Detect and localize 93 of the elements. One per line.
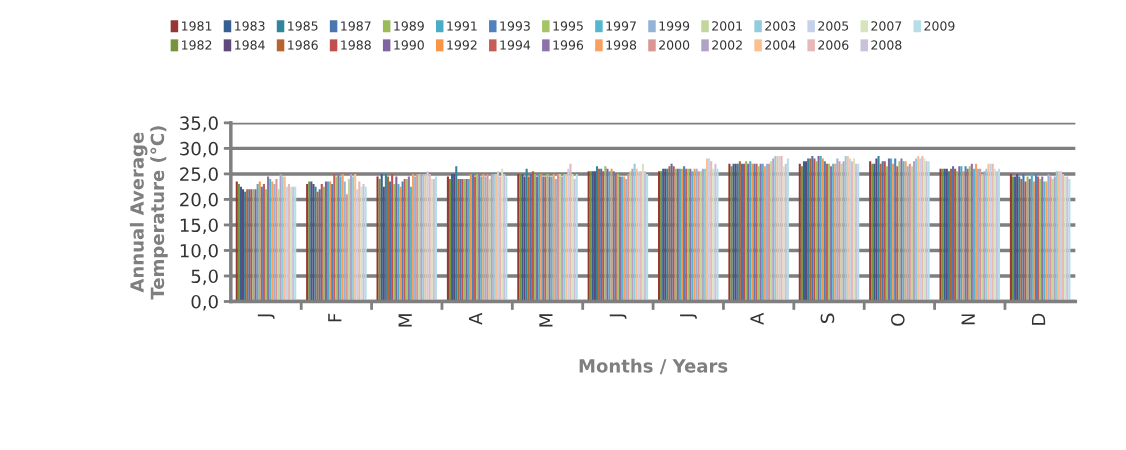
- legend-label: 1981: [182, 21, 212, 31]
- y-tick-label: 0,0: [191, 294, 218, 311]
- bar: [389, 181, 392, 302]
- bar: [499, 176, 502, 302]
- legend-label: 1987: [341, 21, 371, 31]
- bar: [1032, 181, 1035, 302]
- x-tick-label: N: [961, 314, 975, 325]
- bar: [567, 168, 570, 302]
- legend-label: 1995: [553, 21, 583, 31]
- legend-label: 1986: [288, 40, 318, 50]
- bar: [712, 168, 715, 302]
- bar: [277, 189, 280, 302]
- bar: [488, 179, 491, 302]
- x-tick-label: A: [468, 312, 483, 325]
- bar: [575, 173, 578, 302]
- x-axis-title: Months / Years: [579, 358, 728, 375]
- legend-label: 1999: [659, 21, 690, 31]
- legend-label: 2002: [712, 40, 742, 50]
- legend-label: 2000: [659, 40, 690, 50]
- bar: [962, 171, 965, 302]
- bar: [264, 189, 268, 302]
- legend-label: 2005: [818, 21, 849, 31]
- legend-label: 1990: [394, 40, 424, 50]
- bar: [972, 168, 975, 302]
- x-tick-label: O: [890, 313, 905, 326]
- bar: [633, 163, 636, 302]
- bar: [347, 179, 350, 302]
- bar: [974, 163, 978, 302]
- legend-label: 1998: [606, 40, 637, 50]
- x-tick-label: F: [328, 313, 342, 322]
- bar: [356, 189, 359, 302]
- legend-label: 1988: [341, 40, 371, 50]
- legend-label: 1985: [288, 21, 318, 31]
- bar: [345, 194, 348, 302]
- bar: [786, 158, 789, 302]
- bar: [501, 168, 504, 302]
- bar: [395, 176, 398, 302]
- bar: [380, 173, 383, 302]
- bar: [455, 166, 458, 302]
- x-tick-label: A: [750, 312, 764, 325]
- bar: [716, 168, 719, 302]
- legend-label: 2004: [765, 40, 796, 50]
- bar: [894, 158, 897, 302]
- legend-label: 1992: [447, 40, 477, 50]
- bar: [525, 168, 528, 302]
- bar: [358, 181, 361, 302]
- bar: [1024, 181, 1027, 302]
- bar: [391, 173, 394, 302]
- bar: [554, 179, 557, 302]
- x-tick-label: J: [257, 314, 275, 319]
- legend-label: 2006: [818, 40, 849, 50]
- x-tick-label: D: [1031, 313, 1046, 325]
- x-tick-label: J: [680, 314, 697, 319]
- y-tick-label: 20,0: [180, 192, 218, 209]
- y-axis-title: Annual Average Temperature (°C): [129, 126, 168, 300]
- legend-label: 1989: [394, 21, 424, 31]
- bar: [382, 186, 385, 302]
- y-tick-label: 35,0: [180, 116, 218, 132]
- legend-label: 1991: [447, 21, 477, 31]
- bar: [569, 163, 572, 302]
- legend-label: 2003: [765, 21, 796, 31]
- legend-label: 1994: [500, 40, 531, 50]
- y-tick-label: 15,0: [180, 218, 218, 234]
- y-tick-label: 10,0: [180, 243, 218, 260]
- legend-label: 2009: [924, 21, 955, 31]
- legend-label: 1983: [235, 21, 265, 31]
- y-tick-label: 25,0: [180, 167, 218, 183]
- legend-label: 2001: [712, 21, 742, 31]
- y-tick-label: 30,0: [180, 141, 218, 158]
- legend-label: 2008: [871, 40, 902, 50]
- legend-label: 1982: [182, 40, 212, 50]
- bar: [714, 163, 717, 302]
- x-tick-label: M: [539, 314, 553, 327]
- x-tick-label: J: [609, 314, 627, 319]
- bar: [641, 163, 644, 302]
- bar: [892, 163, 895, 302]
- bar: [343, 181, 346, 302]
- bar: [1030, 173, 1033, 302]
- legend-label: 1996: [553, 40, 584, 50]
- bar: [885, 166, 888, 302]
- bar: [896, 166, 899, 302]
- bar: [409, 186, 412, 302]
- bar: [275, 179, 278, 302]
- legend-label: 1984: [235, 40, 265, 50]
- legend-label: 1993: [500, 21, 530, 31]
- y-tick-label: 5,0: [191, 269, 218, 285]
- x-tick-label: M: [398, 314, 412, 327]
- bar: [393, 184, 396, 302]
- legend-label: 2007: [871, 21, 902, 31]
- bar: [573, 179, 576, 302]
- bar: [1022, 173, 1025, 302]
- legend-label: 1997: [606, 21, 636, 31]
- x-tick-label: S: [820, 313, 835, 323]
